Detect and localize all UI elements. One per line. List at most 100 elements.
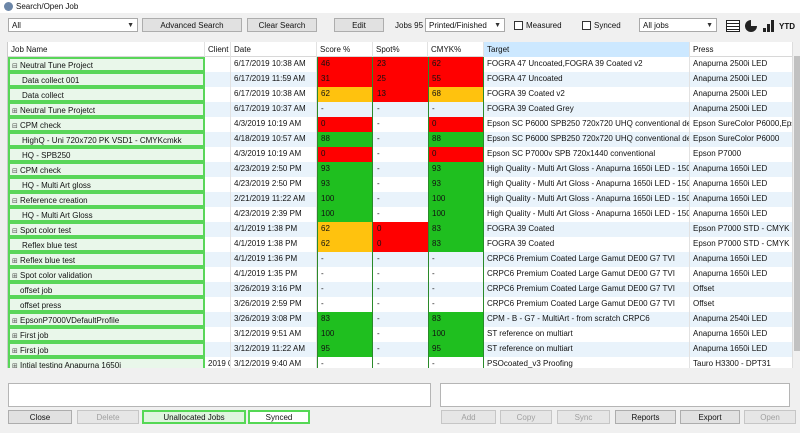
table-row[interactable]: ⊞ EpsonP7000VDefaultProfile 3/26/2019 3:08… xyxy=(8,312,793,327)
job-notes-pane[interactable] xyxy=(8,383,431,407)
collapse-icon[interactable]: ⊟ xyxy=(12,123,18,130)
edit-button[interactable]: Edit xyxy=(334,18,384,32)
table-row[interactable]: HQ - SPB250 4/3/2019 10:19 AM Epson SC P70… xyxy=(8,147,793,162)
table-row[interactable]: ⊞ First job 3/12/2019 9:51 AM ST reference … xyxy=(8,327,793,342)
reports-button[interactable]: Reports xyxy=(615,410,676,424)
job-name-cell[interactable]: Data collect xyxy=(8,87,205,102)
table-row[interactable]: ⊞ Reflex blue test 4/1/2019 1:36 PM CRPC6 P… xyxy=(8,252,793,267)
job-name-cell[interactable]: offset press xyxy=(8,297,205,312)
expand-icon[interactable]: ⊞ xyxy=(12,363,18,368)
date-cell: 2/21/2019 11:22 AM xyxy=(231,192,317,207)
column-header-cmyk[interactable]: CMYK% xyxy=(428,42,484,57)
job-name-cell[interactable]: ⊞ Intial testing Anapurna 1650i xyxy=(8,357,205,368)
vertical-scrollbar[interactable] xyxy=(792,42,800,368)
table-row[interactable]: ⊞ Spot color validation 4/1/2019 1:35 PM CR… xyxy=(8,267,793,282)
expand-icon[interactable]: ⊞ xyxy=(12,273,18,280)
bar-chart-button[interactable] xyxy=(763,18,775,34)
jobs-filter-select[interactable]: All jobs ▼ xyxy=(639,18,717,32)
score-cell: 100 xyxy=(317,207,373,222)
expand-icon[interactable]: ⊞ xyxy=(12,348,18,355)
table-row[interactable]: ⊞ Intial testing Anapurna 1650i 2019 0 3/12… xyxy=(8,357,793,368)
copy-button[interactable]: Copy xyxy=(500,410,552,424)
column-header-spot[interactable]: Spot% xyxy=(373,42,428,57)
grid-view-button[interactable] xyxy=(726,18,740,34)
expand-icon[interactable]: ⊞ xyxy=(12,333,18,340)
collapse-icon[interactable]: ⊟ xyxy=(12,63,18,70)
job-name-cell[interactable]: ⊟ CPM check xyxy=(8,117,205,132)
job-name-cell[interactable]: ⊞ Reflex blue test xyxy=(8,252,205,267)
status-select[interactable]: Printed/Finished ▼ xyxy=(425,18,505,32)
sync-button[interactable]: Sync xyxy=(557,410,610,424)
job-name-cell[interactable]: ⊟ Neutral Tune Project xyxy=(8,57,205,72)
job-name-cell[interactable]: HQ - Multi Art Gloss xyxy=(8,207,205,222)
collapse-icon[interactable]: ⊟ xyxy=(12,198,18,205)
client-cell xyxy=(205,312,231,327)
add-button[interactable]: Add xyxy=(441,410,496,424)
table-row[interactable]: ⊟ Spot color test 4/1/2019 1:38 PM FOGRA 39… xyxy=(8,222,793,237)
column-header-press[interactable]: Press xyxy=(690,42,800,57)
table-row[interactable]: Data collect 6/17/2019 10:38 AM FOGRA 39 C… xyxy=(8,87,793,102)
measured-checkbox[interactable]: Measured xyxy=(514,18,574,32)
client-cell xyxy=(205,252,231,267)
spot-cell: - xyxy=(377,269,380,278)
export-button[interactable]: Export xyxy=(680,410,740,424)
target-cell: FOGRA 47 Uncoated,FOGRA 39 Coated v2 xyxy=(484,57,690,72)
delete-button[interactable]: Delete xyxy=(77,410,139,424)
job-name-cell[interactable]: ⊞ Neutral Tune Projetct xyxy=(8,102,205,117)
job-name-cell[interactable]: HQ - SPB250 xyxy=(8,147,205,162)
table-row[interactable]: ⊞ First job 3/12/2019 11:22 AM ST reference… xyxy=(8,342,793,357)
table-row[interactable]: Reflex blue test 4/1/2019 1:38 PM FOGRA 39… xyxy=(8,237,793,252)
filter-select[interactable]: All ▼ xyxy=(8,18,138,32)
table-row[interactable]: ⊟ CPM check 4/23/2019 2:50 PM High Quality … xyxy=(8,162,793,177)
scrollbar-thumb[interactable] xyxy=(794,56,800,351)
job-name-cell[interactable]: ⊟ Spot color test xyxy=(8,222,205,237)
ytd-button[interactable]: YTD xyxy=(779,18,795,34)
details-pane[interactable] xyxy=(440,383,790,407)
table-row[interactable]: ⊞ Neutral Tune Projetct 6/17/2019 10:37 AM… xyxy=(8,102,793,117)
job-name-cell[interactable]: offset job xyxy=(8,282,205,297)
table-row[interactable]: ⊟ CPM check 4/3/2019 10:19 AM Epson SC P600… xyxy=(8,117,793,132)
expand-icon[interactable]: ⊞ xyxy=(12,108,18,115)
collapse-icon[interactable]: ⊟ xyxy=(12,168,18,175)
table-row[interactable]: offset press 3/26/2019 2:59 PM CRPC6 Premi… xyxy=(8,297,793,312)
spot-cell: - xyxy=(377,194,380,203)
job-name-cell[interactable]: ⊟ Reference creation xyxy=(8,192,205,207)
job-name-cell[interactable]: Data collect 001 xyxy=(8,72,205,87)
expand-icon[interactable]: ⊞ xyxy=(12,258,18,265)
synced-checkbox[interactable]: Synced xyxy=(582,18,632,32)
collapse-icon[interactable]: ⊟ xyxy=(12,228,18,235)
table-row[interactable]: ⊟ Neutral Tune Project 6/17/2019 10:38 AM F… xyxy=(8,57,793,72)
table-row[interactable]: HQ - Multi Art Gloss 4/23/2019 2:39 PM Hig… xyxy=(8,207,793,222)
job-name: Data collect 001 xyxy=(22,76,80,85)
table-row[interactable]: ⊟ Reference creation 2/21/2019 11:22 AM Hig… xyxy=(8,192,793,207)
table-row[interactable]: Data collect 001 6/17/2019 11:59 AM FOGRA … xyxy=(8,72,793,87)
column-header-client[interactable]: Client xyxy=(205,42,231,57)
cmyk-cell: - xyxy=(432,104,435,113)
job-name-cell[interactable]: Reflex blue test xyxy=(8,237,205,252)
unallocated-jobs-button[interactable]: Unallocated Jobs xyxy=(142,410,246,424)
job-name-cell[interactable]: HQ - Multi Art gloss xyxy=(8,177,205,192)
column-header-score[interactable]: Score % xyxy=(317,42,373,57)
column-header-date[interactable]: Date xyxy=(231,42,317,57)
job-name-cell[interactable]: HighQ - Uni 720x720 PK VSD1 - CMYKcmkk xyxy=(8,132,205,147)
table-row[interactable]: HighQ - Uni 720x720 PK VSD1 - CMYKcmkk 4/… xyxy=(8,132,793,147)
spot-cell: 13 xyxy=(373,87,428,102)
job-name-cell[interactable]: ⊞ EpsonP7000VDefaultProfile xyxy=(8,312,205,327)
close-button[interactable]: Close xyxy=(8,410,72,424)
table-row[interactable]: HQ - Multi Art gloss 4/23/2019 2:50 PM Hig… xyxy=(8,177,793,192)
job-name: CPM check xyxy=(20,166,61,175)
column-header-target[interactable]: Target xyxy=(484,42,690,57)
job-name-cell[interactable]: ⊞ Spot color validation xyxy=(8,267,205,282)
table-row[interactable]: offset job 3/26/2019 3:16 PM CRPC6 Premium… xyxy=(8,282,793,297)
synced-toggle-button[interactable]: Synced xyxy=(248,410,310,424)
spot-cell: 0 xyxy=(373,222,428,237)
open-button[interactable]: Open xyxy=(744,410,796,424)
clear-search-button[interactable]: Clear Search xyxy=(247,18,317,32)
column-header-job-name[interactable]: Job Name xyxy=(8,42,205,57)
pie-chart-button[interactable] xyxy=(745,18,757,34)
job-name-cell[interactable]: ⊟ CPM check xyxy=(8,162,205,177)
job-name-cell[interactable]: ⊞ First job xyxy=(8,327,205,342)
expand-icon[interactable]: ⊞ xyxy=(12,318,18,325)
job-name-cell[interactable]: ⊞ First job xyxy=(8,342,205,357)
advanced-search-button[interactable]: Advanced Search xyxy=(142,18,242,32)
